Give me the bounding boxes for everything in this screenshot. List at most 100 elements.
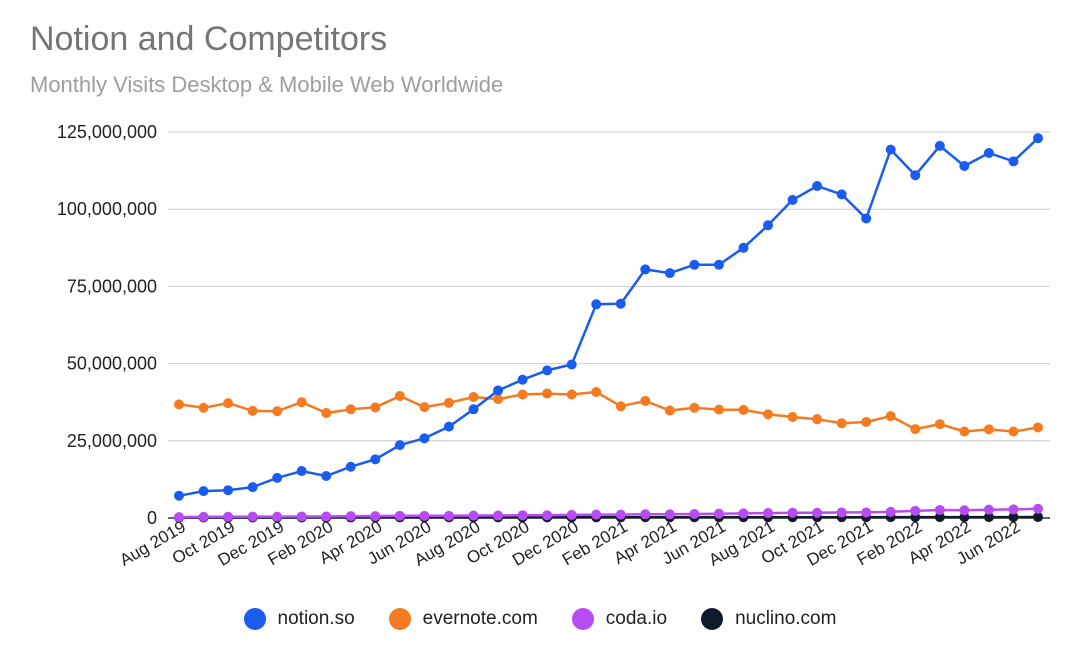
legend-item: nuclino.com — [701, 608, 836, 630]
data-point-evernote-com — [174, 399, 184, 410]
data-point-coda-io — [272, 511, 283, 522]
data-point-evernote-com — [198, 402, 209, 413]
data-point-evernote-com — [272, 406, 283, 417]
data-point-notion-so — [591, 299, 602, 310]
data-point-coda-io — [419, 510, 430, 521]
data-point-evernote-com — [296, 397, 307, 408]
data-point-coda-io — [689, 508, 700, 519]
data-point-coda-io — [1008, 504, 1019, 515]
line-chart: 0 25,000,000 50,000,000 75,000,000 100,000,0… — [57, 122, 1050, 570]
y-tick-label: 75,000,000 — [67, 276, 157, 296]
series-line-evernote-com — [178, 390, 1039, 433]
data-point-nuclino-com — [1033, 512, 1043, 523]
data-point-notion-so — [174, 490, 184, 501]
data-point-evernote-com — [468, 391, 479, 402]
data-point-coda-io — [812, 507, 823, 518]
data-point-evernote-com — [664, 405, 675, 416]
chart-subtitle: Monthly Visits Desktop & Mobile Web Worl… — [30, 72, 504, 97]
data-point-evernote-com — [615, 401, 626, 412]
data-point-notion-so — [812, 181, 823, 192]
legend-item: notion.so — [243, 608, 355, 630]
y-tick-label: 25,000,000 — [67, 431, 157, 451]
legend: notion.so evernote.com coda.io nuclino.com — [0, 604, 1080, 634]
data-point-notion-so — [566, 359, 577, 370]
data-point-notion-so — [493, 385, 504, 396]
data-point-notion-so — [296, 466, 307, 477]
legend-label: coda.io — [605, 608, 668, 629]
data-point-coda-io — [910, 505, 921, 516]
y-axis-ticks: 0 25,000,000 50,000,000 75,000,000 100,000,0… — [57, 122, 157, 528]
data-point-coda-io — [174, 512, 184, 523]
data-point-coda-io — [247, 511, 258, 522]
data-point-notion-so — [861, 213, 872, 224]
data-point-notion-so — [1033, 133, 1043, 144]
data-point-coda-io — [198, 511, 209, 522]
data-point-coda-io — [934, 504, 945, 515]
legend-label: notion.so — [277, 608, 355, 629]
data-point-evernote-com — [1008, 426, 1019, 437]
y-tick-label: 50,000,000 — [67, 354, 157, 374]
legend-swatch — [388, 608, 411, 630]
data-point-coda-io — [394, 510, 405, 521]
legend-swatch — [243, 608, 266, 630]
data-point-nuclino-com — [1008, 512, 1019, 523]
data-point-notion-so — [787, 194, 798, 205]
series-line-coda-io — [178, 507, 1039, 519]
data-point-evernote-com — [591, 387, 602, 398]
data-point-notion-so — [615, 298, 626, 309]
data-point-coda-io — [223, 511, 234, 522]
data-point-evernote-com — [345, 404, 356, 415]
data-point-evernote-com — [836, 418, 847, 429]
data-point-nuclino-com — [934, 512, 945, 523]
gridlines — [168, 131, 1050, 519]
series-lines — [174, 133, 1043, 523]
data-point-notion-so — [1008, 156, 1019, 167]
data-point-evernote-com — [1033, 422, 1043, 433]
y-tick-label: 0 — [147, 508, 157, 528]
legend-label: nuclino.com — [735, 608, 837, 629]
legend-item: coda.io — [571, 608, 668, 630]
data-point-evernote-com — [640, 395, 651, 406]
data-point-coda-io — [836, 507, 847, 518]
data-point-notion-so — [836, 189, 847, 200]
data-point-coda-io — [443, 510, 454, 521]
data-point-coda-io — [738, 508, 749, 519]
y-tick-label: 100,000,000 — [57, 199, 157, 219]
data-point-evernote-com — [738, 404, 749, 415]
data-point-notion-so — [763, 220, 774, 231]
data-point-evernote-com — [394, 391, 405, 402]
data-point-notion-so — [247, 482, 258, 493]
data-point-notion-so — [542, 365, 553, 376]
data-point-coda-io — [787, 507, 798, 518]
data-point-coda-io — [885, 506, 896, 517]
data-point-evernote-com — [787, 412, 798, 423]
data-point-evernote-com — [223, 398, 234, 409]
data-point-notion-so — [272, 472, 283, 483]
data-point-notion-so — [468, 404, 479, 415]
data-point-notion-so — [959, 160, 970, 171]
data-point-coda-io — [468, 510, 479, 521]
series-evernote-com — [174, 387, 1043, 437]
data-point-notion-so — [885, 144, 896, 155]
legend-label: evernote.com — [422, 608, 538, 629]
data-point-coda-io — [370, 511, 381, 522]
data-point-notion-so — [910, 170, 921, 181]
data-point-coda-io — [517, 510, 528, 521]
data-point-evernote-com — [493, 394, 504, 405]
data-point-evernote-com — [983, 424, 994, 435]
data-point-notion-so — [345, 461, 356, 472]
data-point-notion-so — [321, 471, 332, 482]
legend-swatch — [571, 608, 594, 630]
data-point-coda-io — [493, 510, 504, 521]
data-point-coda-io — [763, 508, 774, 519]
data-point-evernote-com — [443, 397, 454, 408]
data-point-evernote-com — [713, 404, 724, 415]
data-point-notion-so — [640, 264, 651, 275]
data-point-notion-so — [419, 433, 430, 444]
data-point-evernote-com — [689, 402, 700, 413]
data-point-nuclino-com — [983, 512, 994, 523]
data-point-coda-io — [1033, 503, 1043, 514]
data-point-coda-io — [640, 509, 651, 520]
data-point-evernote-com — [542, 388, 553, 399]
data-point-notion-so — [223, 485, 234, 496]
